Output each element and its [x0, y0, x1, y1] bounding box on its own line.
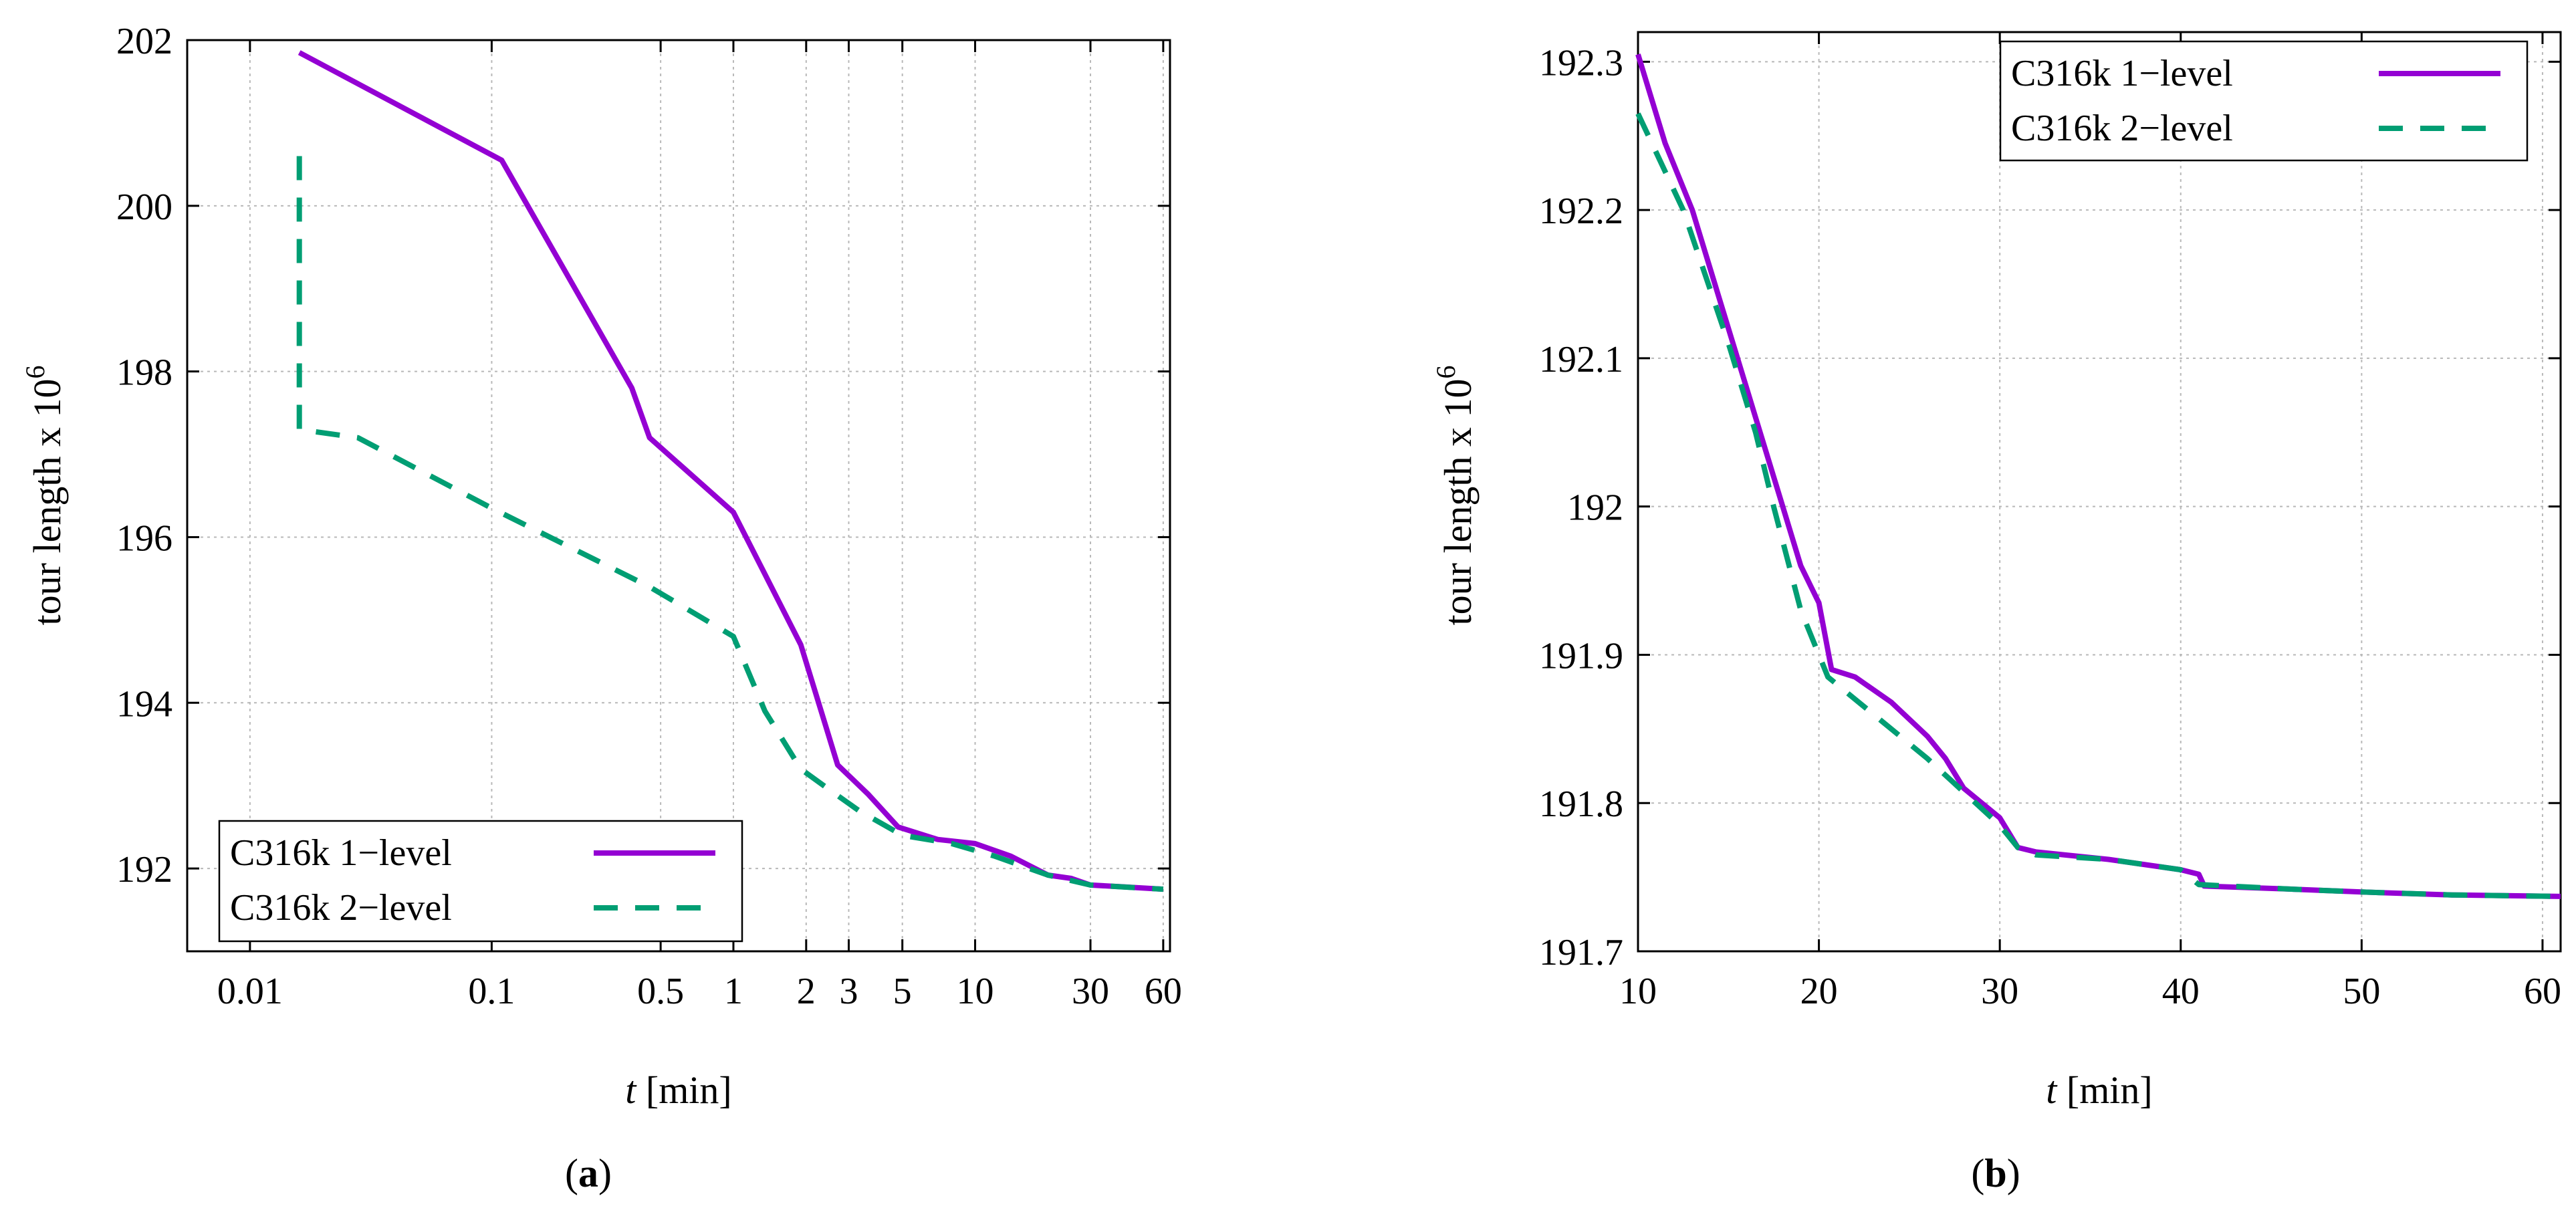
panel-a-x-axis-title: t [min] [625, 1068, 731, 1112]
panel-a-legend: C316k 1−level C316k 2−level [218, 820, 743, 943]
b-legend-box [1999, 40, 2529, 162]
a-x-tick-label: 5 [893, 971, 912, 1012]
a-y-tick-label: 202 [116, 21, 172, 62]
panel-a-label-letter: a [578, 1151, 598, 1195]
panel-b-label-letter: b [1984, 1151, 2006, 1195]
a-y-tick-label: 196 [116, 517, 172, 559]
panel-a-y-exp: 6 [20, 366, 50, 379]
a-y-tick-label: 192 [116, 849, 172, 890]
panel-b-legend: C316k 1−level C316k 2−level [1999, 40, 2529, 162]
b-x-tick-label: 40 [2162, 971, 2200, 1012]
panel-a-frame [186, 39, 1171, 953]
panel-b-x-unit: [min] [2057, 1068, 2152, 1112]
panel-b: 10 20 30 40 50 60 191.7 191.8 191.9 192 192.1 192.2… [1431, 31, 2562, 1195]
a-x-tick-label: 60 [1145, 971, 1182, 1012]
panel-b-x-axis-title: t [min] [2046, 1068, 2152, 1112]
a-x-tick-label: 2 [797, 971, 816, 1012]
b-x-tick-label: 20 [1800, 971, 1838, 1012]
a-y-tick-label: 194 [116, 683, 172, 725]
panel-a-series [296, 50, 1164, 892]
panel-a-y-base: tour length x 10 [25, 379, 69, 626]
a-legend-label-1: C316k 1−level [230, 832, 452, 874]
panel-b-series [1635, 53, 2561, 899]
b-y-tick-label: 191.9 [1539, 635, 1623, 677]
a-y-tick-label: 200 [116, 187, 172, 228]
a-series-line-2 [296, 156, 1164, 892]
a-x-tick-label: 0.5 [637, 971, 684, 1012]
a-legend-box [218, 820, 743, 943]
panel-b-x-var: t [2046, 1068, 2058, 1112]
b-y-tick-label: 192 [1567, 487, 1623, 529]
a-x-tick-label: 3 [839, 971, 858, 1012]
panel-b-y-axis-title: tour length x 106 [1431, 366, 1480, 626]
a-x-tick-label: 0.01 [217, 971, 283, 1012]
b-y-tick-label: 191.8 [1539, 783, 1623, 825]
b-series-line-2 [1635, 112, 2561, 899]
b-legend-label-2: C316k 2−level [2011, 108, 2233, 149]
panel-b-y-exp: 6 [1431, 366, 1461, 379]
panel-b-label: (b) [1971, 1151, 2020, 1195]
panel-a: 0.01 0.1 0.5 1 2 3 5 10 30 60 192 194 196 198 200 202 C… [20, 21, 1182, 1195]
a-x-tick-label: 10 [957, 971, 994, 1012]
b-x-tick-label: 10 [1619, 971, 1657, 1012]
b-y-tick-label: 192.3 [1539, 42, 1623, 84]
panel-a-label: (a) [565, 1151, 612, 1195]
b-x-tick-label: 50 [2343, 971, 2380, 1012]
b-legend-label-1: C316k 1−level [2011, 53, 2233, 94]
panel-a-x-unit: [min] [636, 1068, 731, 1112]
a-legend-label-2: C316k 2−level [230, 887, 452, 929]
a-y-tick-label: 198 [116, 352, 172, 394]
b-x-tick-label: 60 [2524, 971, 2561, 1012]
panel-a-x-var: t [625, 1068, 637, 1112]
panel-b-ticks: 10 20 30 40 50 60 191.7 191.8 191.9 192 192.1 192.2… [1539, 32, 2561, 1012]
panel-a-grid [187, 39, 1170, 951]
a-x-tick-label: 1 [724, 971, 743, 1012]
b-x-tick-label: 30 [1981, 971, 2018, 1012]
a-x-tick-label: 30 [1072, 971, 1109, 1012]
panel-b-y-base: tour length x 10 [1436, 379, 1480, 626]
b-y-tick-label: 192.2 [1539, 191, 1623, 232]
panel-a-y-axis-title: tour length x 106 [20, 366, 69, 626]
b-y-tick-label: 192.1 [1539, 339, 1623, 380]
panel-a-ticks: 0.01 0.1 0.5 1 2 3 5 10 30 60 192 194 196 198 200 202 [116, 21, 1182, 1012]
b-y-tick-label: 191.7 [1539, 932, 1623, 973]
a-x-tick-label: 0.1 [468, 971, 515, 1012]
panel-b-frame [1637, 31, 2562, 953]
